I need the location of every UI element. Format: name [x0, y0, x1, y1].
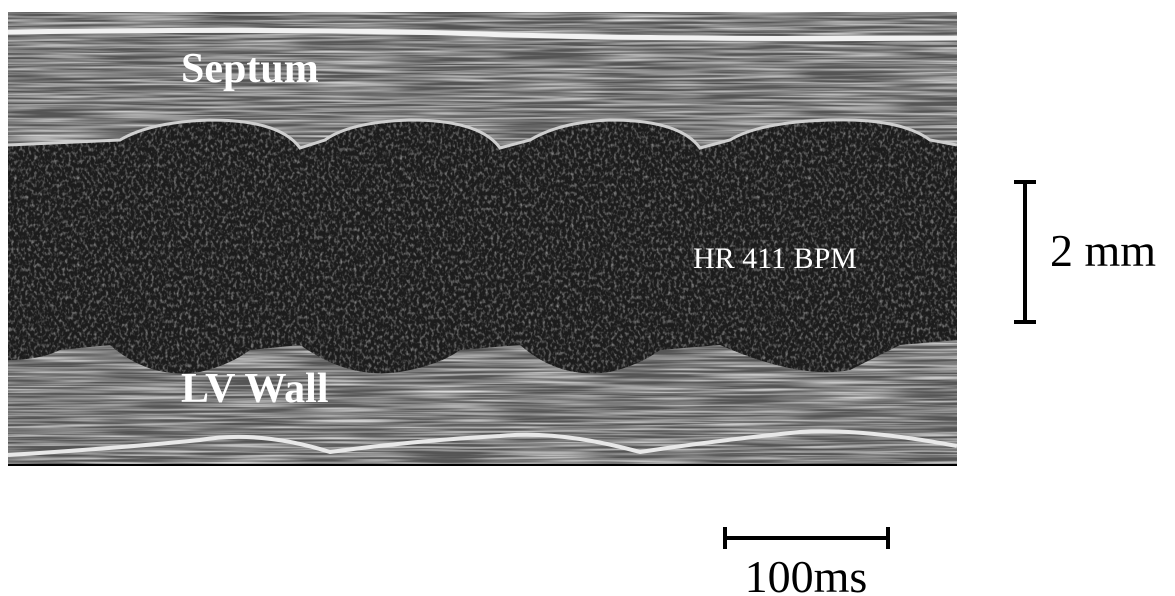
- vertical-scale-bar: [1014, 182, 1036, 322]
- horizontal-scale-bar: [725, 527, 888, 549]
- lv-wall-label: LV Wall: [181, 366, 329, 412]
- septum-label: Septum: [181, 46, 319, 92]
- horizontal-scale-label: 100ms: [745, 551, 868, 596]
- m-mode-image: [8, 12, 957, 465]
- heart-rate-label: HR 411 BPM: [693, 242, 857, 275]
- vertical-scale-label: 2 mm: [1050, 225, 1156, 276]
- page: Septum LV Wall HR 411 BPM 2 mm 100ms: [0, 0, 1175, 596]
